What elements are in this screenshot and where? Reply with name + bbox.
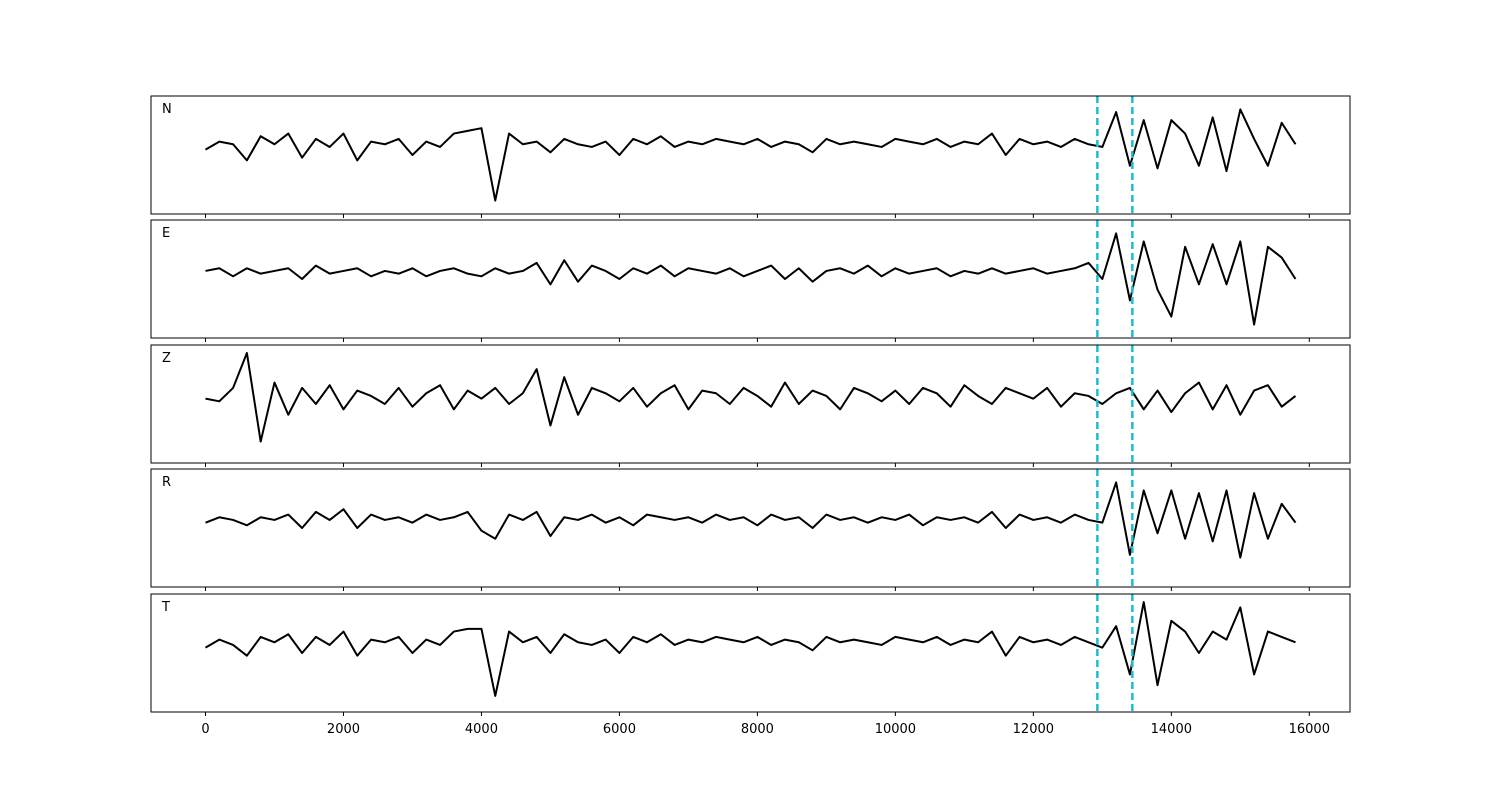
trace: [205, 352, 1297, 443]
x-tick-label: 12000: [1013, 722, 1054, 737]
panel-frame: [150, 219, 1351, 339]
panel-label: N: [162, 102, 172, 117]
trace: [204, 601, 1296, 697]
x-tick-label: 16000: [1289, 722, 1330, 737]
panel-frame: [150, 95, 1351, 215]
trace: [205, 481, 1297, 559]
panel-frame: [150, 344, 1351, 464]
x-tick-label: 14000: [1151, 722, 1192, 737]
x-tick-label: 8000: [741, 722, 774, 737]
trace: [205, 232, 1297, 326]
x-tick-label: 10000: [875, 722, 916, 737]
panel-frame: [150, 468, 1351, 588]
panel-label: E: [162, 226, 170, 241]
panel-label: Z: [162, 351, 171, 366]
x-tick-label: 6000: [603, 722, 636, 737]
x-tick-label: 0: [201, 722, 209, 737]
panel-frame: [150, 593, 1351, 713]
x-tick-label: 4000: [465, 722, 498, 737]
x-tick-label: 2000: [327, 722, 360, 737]
panel-label: R: [162, 475, 171, 490]
trace: [204, 108, 1297, 202]
panel-label: T: [161, 600, 170, 615]
